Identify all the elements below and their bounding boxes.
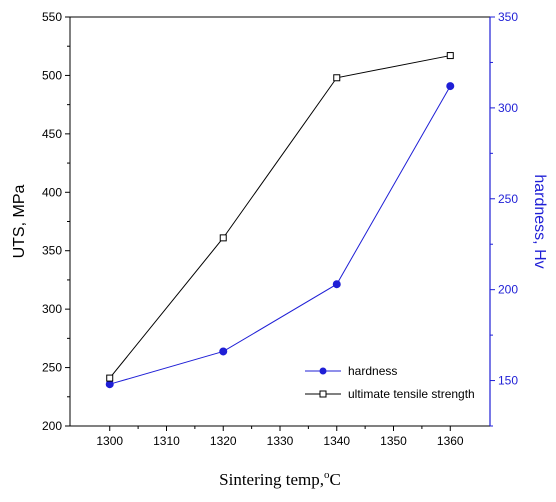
x-axis-title-main: Sintering temp, <box>219 470 324 489</box>
x-tick-label: 1310 <box>153 434 180 448</box>
left-axis: 200 250 300 350 400 450 500 550 <box>42 10 70 433</box>
y-right-tick-label: 250 <box>498 192 518 206</box>
x-tick-label: 1300 <box>96 434 123 448</box>
uts-point <box>333 74 341 82</box>
y-left-tick-label: 300 <box>42 302 62 316</box>
y-axis-right-title: hardness, Hv <box>531 174 548 268</box>
x-axis-title: Sintering temp,oC <box>219 469 341 489</box>
uts-point <box>106 374 114 382</box>
uts-point <box>219 234 227 242</box>
x-axis: 1300 1310 1320 1330 1340 1350 1360 <box>96 426 464 448</box>
legend-label: hardness <box>348 364 397 378</box>
y-right-tick-label: 200 <box>498 283 518 297</box>
legend: hardness ultimate tensile strength <box>305 364 475 401</box>
y-left-tick-label: 250 <box>42 361 62 375</box>
y-right-tick-label: 150 <box>498 374 518 388</box>
series-line <box>109 55 451 379</box>
hardness-point <box>219 347 228 356</box>
x-tick-label: 1330 <box>267 434 294 448</box>
y-axis-left-title: UTS, MPa <box>11 185 28 259</box>
y-left-tick-label: 350 <box>42 244 62 258</box>
right-axis: 150 200 250 300 350 <box>489 10 518 427</box>
x-axis-title-unit: C <box>329 470 340 489</box>
series-line <box>109 85 451 385</box>
legend-label: ultimate tensile strength <box>348 387 475 401</box>
x-axis-title-degree: o <box>324 469 330 481</box>
uts-point <box>446 52 454 60</box>
legend-marker <box>319 367 327 375</box>
x-tick-label: 1320 <box>210 434 237 448</box>
y-right-tick-label: 350 <box>498 10 518 24</box>
y-left-tick-label: 500 <box>42 68 62 82</box>
hardness-point <box>446 82 455 91</box>
legend-marker <box>319 390 327 398</box>
plot-frame <box>69 16 491 427</box>
y-left-tick-label: 400 <box>42 185 62 199</box>
hardness-point <box>105 380 114 389</box>
x-tick-label: 1340 <box>323 434 350 448</box>
hardness-point <box>332 280 341 289</box>
series-layer <box>105 52 455 389</box>
y-left-tick-label: 200 <box>42 419 62 433</box>
y-left-tick-label: 450 <box>42 127 62 141</box>
y-left-tick-label: 550 <box>42 10 62 24</box>
y-right-tick-label: 300 <box>498 101 518 115</box>
x-tick-label: 1350 <box>380 434 407 448</box>
x-tick-label: 1360 <box>437 434 464 448</box>
